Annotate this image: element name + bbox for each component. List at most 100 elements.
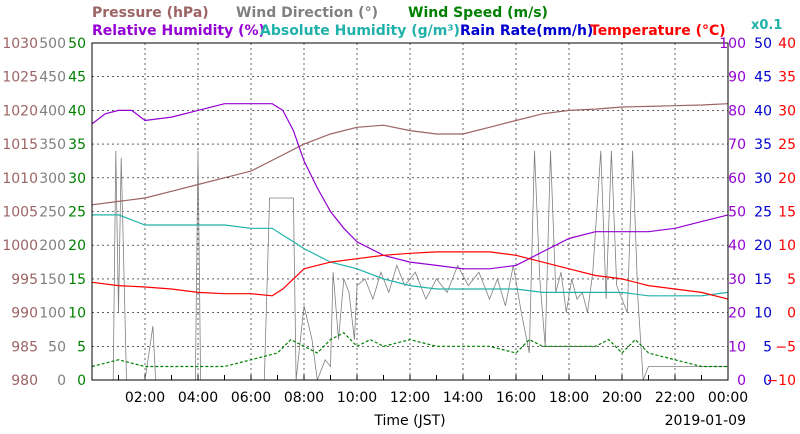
right-tick-relative-humidity: 30 (728, 272, 746, 288)
left-tick-wind-direction: 350 (39, 137, 66, 153)
right-tick-relative-humidity: 70 (728, 137, 746, 153)
right-tick-temperature: 35 (778, 70, 796, 86)
right-tick-relative-humidity: 10 (728, 339, 746, 355)
legend-wind-speed: Wind Speed (m/s) (408, 5, 548, 21)
right-tick-rain-rate: 25 (754, 205, 772, 221)
x-tick-label: 00:00 (708, 390, 748, 406)
right-tick-rain-rate: 50 (754, 36, 772, 52)
left-tick-wind-speed: 25 (68, 205, 86, 221)
right-tick-rain-rate: 20 (754, 238, 772, 254)
left-tick-pressure: 1005 (2, 205, 38, 221)
right-tick-rain-rate: 5 (763, 339, 772, 355)
left-tick-pressure: 1015 (2, 137, 38, 153)
left-tick-pressure: 985 (11, 339, 38, 355)
right-tick-temperature: 25 (778, 137, 796, 153)
x-tick-label: 20:00 (602, 390, 642, 406)
right-tick-temperature: 10 (778, 238, 796, 254)
left-tick-pressure: 1025 (2, 70, 38, 86)
right-tick-rain-rate: 45 (754, 70, 772, 86)
right-tick-relative-humidity: 60 (728, 171, 746, 187)
plot-frame (91, 42, 729, 381)
x-tick-label: 02:00 (125, 390, 165, 406)
series-absolute-humidity-g-m (92, 214, 729, 297)
right-tick-temperature: −5 (775, 339, 796, 355)
chart-date: 2019-01-09 (665, 413, 746, 429)
left-tick-pressure: 1020 (2, 103, 38, 119)
right-tick-relative-humidity: 20 (728, 306, 746, 322)
left-tick-wind-direction: 500 (39, 36, 66, 52)
left-tick-wind-direction: 450 (39, 70, 66, 86)
left-tick-wind-speed: 35 (68, 137, 86, 153)
right-tick-relative-humidity: 90 (728, 70, 746, 86)
right-tick-relative-humidity: 50 (728, 205, 746, 221)
legend-temperature: Temperature (°C) (590, 23, 726, 39)
right-tick-temperature: 15 (778, 205, 796, 221)
right-tick-rain-rate: 30 (754, 171, 772, 187)
left-tick-wind-speed: 5 (77, 339, 86, 355)
legend-relative-humidity: Relative Humidity (%) (92, 23, 265, 39)
left-tick-wind-direction: 150 (39, 272, 66, 288)
legend-pressure: Pressure (hPa) (92, 5, 209, 21)
x-tick-label: 08:00 (284, 390, 324, 406)
left-tick-wind-direction: 250 (39, 205, 66, 221)
legend-absolute-humidity: Absolute Humidity (g/m³) (260, 23, 460, 39)
left-axis-ticks: 1030102510201015101010051000995990985980… (2, 36, 86, 389)
right-tick-temperature: 0 (787, 306, 796, 322)
left-tick-wind-speed: 15 (68, 272, 86, 288)
series-wind-direction (92, 150, 728, 381)
left-tick-pressure: 980 (11, 373, 38, 389)
left-tick-wind-speed: 40 (68, 103, 86, 119)
right-tick-relative-humidity: 0 (737, 373, 746, 389)
right-tick-temperature: 40 (778, 36, 796, 52)
series-temperature-c (91, 251, 729, 300)
left-tick-pressure: 990 (11, 306, 38, 322)
series-wind-speed-m-s (91, 332, 728, 368)
left-tick-pressure: 1010 (2, 171, 38, 187)
left-tick-pressure: 1030 (2, 36, 38, 52)
x-tick-label: 14:00 (443, 390, 483, 406)
series-pressure-hpa (91, 103, 729, 206)
right-tick-rain-rate: 40 (754, 103, 772, 119)
right-axis-ticks: 1009080706050403020100504540353025201510… (719, 36, 796, 389)
left-tick-wind-direction: 0 (57, 373, 66, 389)
right-tick-rain-rate: 0 (763, 373, 772, 389)
right-tick-temperature: −10 (766, 373, 796, 389)
x-tick-label: 18:00 (549, 390, 589, 406)
right-tick-relative-humidity: 100 (719, 36, 746, 52)
left-tick-wind-direction: 300 (39, 171, 66, 187)
left-tick-wind-speed: 20 (68, 238, 86, 254)
right-tick-temperature: 5 (787, 272, 796, 288)
left-tick-wind-speed: 0 (77, 373, 86, 389)
x-tick-label: 22:00 (655, 390, 695, 406)
right-tick-rain-rate: 35 (754, 137, 772, 153)
legend-rain-scale-note: x0.1 (751, 18, 782, 33)
x-axis-ticks: 02:00 04:00 06:00 08:00 10:00 12:00 14:00 16:00… (125, 390, 748, 406)
x-tick-label: 10:00 (337, 390, 377, 406)
left-tick-wind-direction: 50 (48, 339, 66, 355)
left-tick-pressure: 1000 (2, 238, 38, 254)
legend-wind-direction: Wind Direction (°) (236, 5, 378, 21)
x-axis-label: Time (JST) (373, 413, 445, 429)
right-tick-rain-rate: 10 (754, 306, 772, 322)
right-tick-relative-humidity: 80 (728, 103, 746, 119)
grid (92, 43, 728, 380)
legend-rain-rate: Rain Rate(mm/h) (460, 23, 593, 39)
x-tick-label: 16:00 (496, 390, 536, 406)
x-tick-label: 04:00 (178, 390, 218, 406)
right-tick-rain-rate: 15 (754, 272, 772, 288)
left-tick-pressure: 995 (11, 272, 38, 288)
series-relative-humidity (91, 103, 729, 270)
left-tick-wind-direction: 100 (39, 306, 66, 322)
left-tick-wind-direction: 200 (39, 238, 66, 254)
right-tick-relative-humidity: 40 (728, 238, 746, 254)
left-tick-wind-speed: 50 (68, 36, 86, 52)
left-tick-wind-speed: 30 (68, 171, 86, 187)
left-tick-wind-speed: 10 (68, 306, 86, 322)
left-tick-wind-speed: 45 (68, 70, 86, 86)
right-tick-temperature: 30 (778, 103, 796, 119)
x-tick-label: 06:00 (231, 390, 271, 406)
right-tick-temperature: 20 (778, 171, 796, 187)
x-tick-label: 12:00 (390, 390, 430, 406)
left-tick-wind-direction: 400 (39, 103, 66, 119)
